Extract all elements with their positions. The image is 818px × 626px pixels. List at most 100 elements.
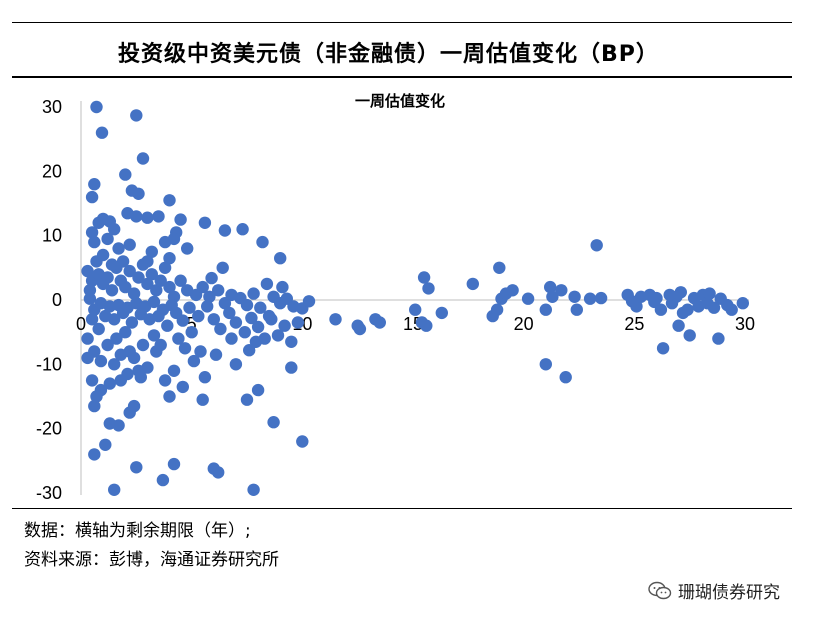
data-point [83,284,97,297]
data-point [240,298,254,312]
data-point [260,277,274,291]
data-point [225,332,238,345]
data-point [216,261,229,274]
x-tick-label: 25 [624,314,644,334]
data-point [187,354,201,368]
data-point [247,483,260,496]
bottom-border-line [12,508,792,509]
data-point [466,277,479,291]
data-point [654,303,668,316]
data-point [112,242,125,255]
data-point [174,274,187,287]
data-point [130,210,143,223]
data-point [725,303,738,316]
data-point [205,271,218,285]
data-point [123,264,136,278]
data-point [683,329,696,342]
data-point [167,457,181,471]
data-point [85,374,99,387]
data-point [95,126,109,139]
data-point [90,100,103,114]
page-title: 投资级中资美元债（非金融债）一周估值变化（BP） [118,42,659,67]
data-point [251,320,265,334]
data-point [174,213,187,226]
data-point [583,292,597,305]
data-point [196,280,209,294]
y-tick-label: 0 [52,290,62,310]
data-point [167,364,181,377]
data-point [663,288,676,302]
data-point [158,374,172,387]
data-point [92,322,105,336]
data-point [672,319,685,332]
data-point [152,210,165,223]
chart-title: 一周估值变化 [355,92,445,110]
y-tick-label: 30 [42,97,62,117]
data-point [167,232,181,246]
data-point [123,345,136,358]
data-point [108,223,121,236]
data-point [207,313,220,326]
x-tick-label: 30 [735,314,755,334]
data-point [119,168,132,181]
data-point [172,332,185,345]
data-point [119,280,132,294]
data-point [130,109,143,122]
data-point [163,390,176,403]
data-point [85,313,99,326]
x-tick-label: 20 [514,314,534,334]
data-point [154,274,167,287]
data-point [570,303,583,316]
data-point [291,316,305,329]
data-point [198,216,212,229]
data-point [285,361,298,374]
data-point [108,358,121,371]
data-point [194,345,207,358]
data-point [544,280,557,294]
data-point [590,239,603,252]
data-point [145,268,158,281]
data-point [539,303,552,316]
data-note: 数据：横轴为剩余期限（年）; [24,521,251,541]
data-point [141,277,154,291]
data-point [158,261,172,274]
data-point [81,264,94,278]
data-point [178,342,192,355]
y-tick-label: 10 [42,226,62,246]
data-point [271,329,285,342]
x-tick-label: 5 [187,314,197,334]
data-point [296,435,309,448]
data-point [506,284,519,297]
data-point [105,284,119,297]
data-point [156,473,170,487]
data-point [127,287,141,300]
data-point [101,232,114,246]
data-point [712,332,725,345]
y-tick-label: 20 [42,161,62,181]
data-point [130,461,143,474]
y-tick-label: -20 [36,419,62,439]
data-point [373,316,386,329]
data-point [90,390,103,403]
data-point [568,290,581,303]
data-point [141,211,154,224]
watermark-text: 珊瑚债券研究 [678,583,780,603]
data-point [132,187,145,200]
data-point [249,335,263,348]
data-point [94,354,108,368]
data-point [101,338,114,352]
data-point [125,316,139,329]
data-point [285,335,298,348]
data-point [218,224,232,237]
data-point [88,178,101,191]
data-point [212,466,225,479]
source-note: 资料来源：彭博，海通证券研究所 [24,550,279,570]
data-point [181,242,194,255]
data-point [353,322,367,336]
data-point [490,303,504,316]
data-point [240,393,254,406]
data-point [625,295,639,308]
data-point [88,235,101,249]
data-point [192,309,205,323]
